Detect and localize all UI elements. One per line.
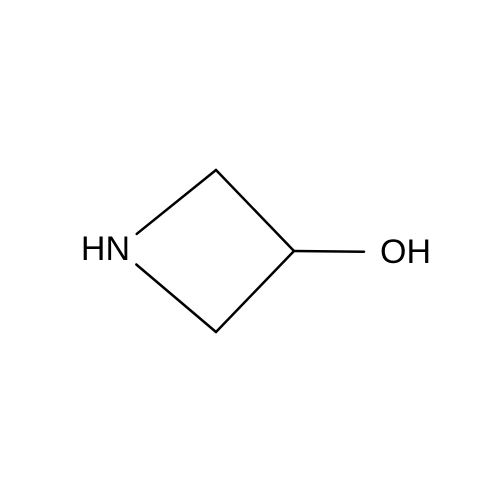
atom-label: HN: [81, 230, 130, 268]
bond: [294, 251, 364, 252]
bonds-group: [136, 170, 364, 332]
atom-label: OH: [380, 233, 431, 271]
bond: [216, 170, 294, 251]
chemical-structure: HN OH: [0, 0, 500, 500]
bond: [216, 251, 294, 332]
bond: [136, 265, 216, 332]
bond: [137, 170, 216, 234]
atoms-group: HN OH: [81, 230, 431, 271]
